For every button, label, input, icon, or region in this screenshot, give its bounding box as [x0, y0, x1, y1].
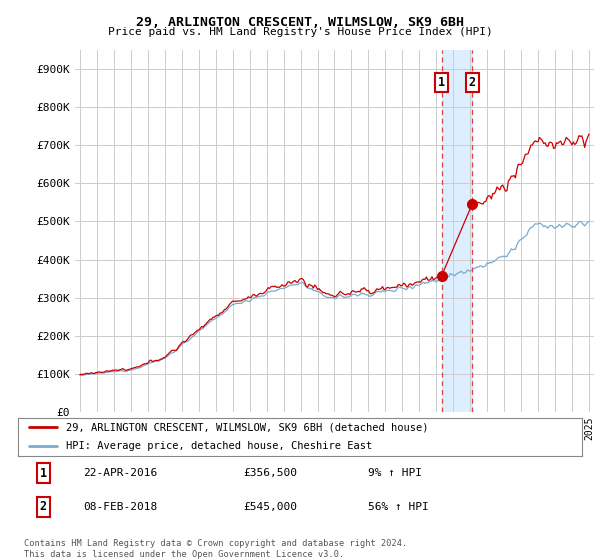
Text: Price paid vs. HM Land Registry's House Price Index (HPI): Price paid vs. HM Land Registry's House … — [107, 27, 493, 37]
Text: 29, ARLINGTON CRESCENT, WILMSLOW, SK9 6BH: 29, ARLINGTON CRESCENT, WILMSLOW, SK9 6B… — [136, 16, 464, 29]
Text: 9% ↑ HPI: 9% ↑ HPI — [368, 468, 422, 478]
Text: 1: 1 — [438, 76, 445, 89]
Text: Contains HM Land Registry data © Crown copyright and database right 2024.
This d: Contains HM Land Registry data © Crown c… — [24, 539, 407, 559]
Text: 56% ↑ HPI: 56% ↑ HPI — [368, 502, 428, 512]
Text: 08-FEB-2018: 08-FEB-2018 — [83, 502, 157, 512]
Text: HPI: Average price, detached house, Cheshire East: HPI: Average price, detached house, Ches… — [66, 441, 372, 451]
Text: £356,500: £356,500 — [244, 468, 298, 478]
Text: 29, ARLINGTON CRESCENT, WILMSLOW, SK9 6BH (detached house): 29, ARLINGTON CRESCENT, WILMSLOW, SK9 6B… — [66, 422, 428, 432]
Text: 1: 1 — [40, 466, 47, 480]
Text: 22-APR-2016: 22-APR-2016 — [83, 468, 157, 478]
Text: £545,000: £545,000 — [244, 502, 298, 512]
Text: 2: 2 — [469, 76, 476, 89]
Bar — [442, 50, 472, 412]
Text: 2: 2 — [40, 500, 47, 514]
